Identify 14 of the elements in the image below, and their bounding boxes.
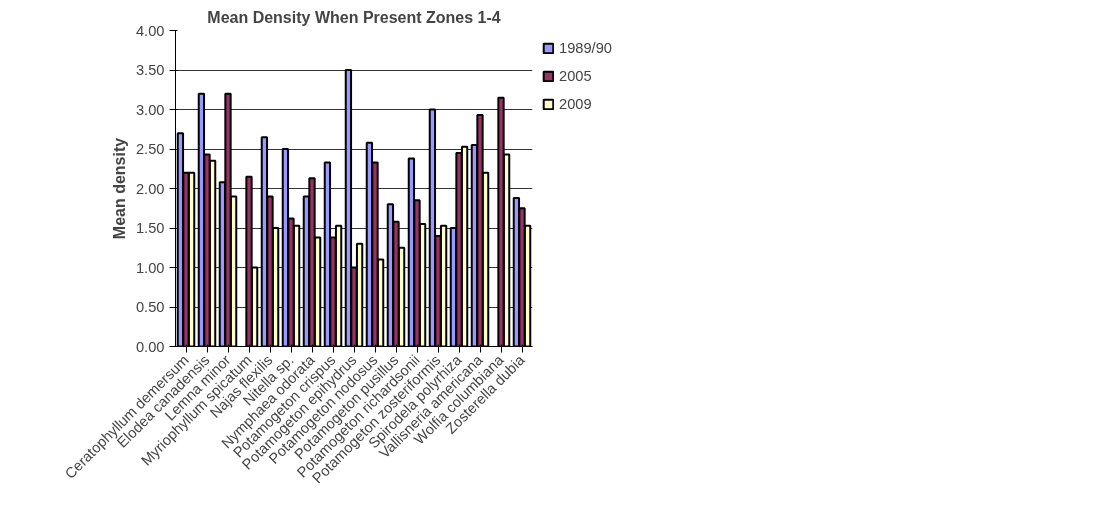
y-tick-label: 2.50	[135, 141, 165, 157]
y-tick-label: 1.50	[135, 220, 165, 236]
y-tick-label: 0.50	[135, 299, 165, 315]
y-tick-label: 2.00	[135, 180, 165, 197]
y-axis-title: Mean density	[110, 137, 128, 240]
legend-label: 1989/90	[559, 40, 612, 56]
y-tick-label: 4.00	[135, 22, 165, 39]
y-tick-label: 3.50	[135, 62, 165, 78]
y-tick-label: 0.00	[135, 338, 165, 355]
legend-label: 2005	[559, 68, 592, 84]
y-tick-label: 3.00	[135, 101, 165, 118]
legend-label: 2009	[559, 96, 592, 112]
chart-title: Mean Density When Present Zones 1-4	[207, 8, 501, 26]
y-tick-label: 1.00	[135, 259, 165, 276]
